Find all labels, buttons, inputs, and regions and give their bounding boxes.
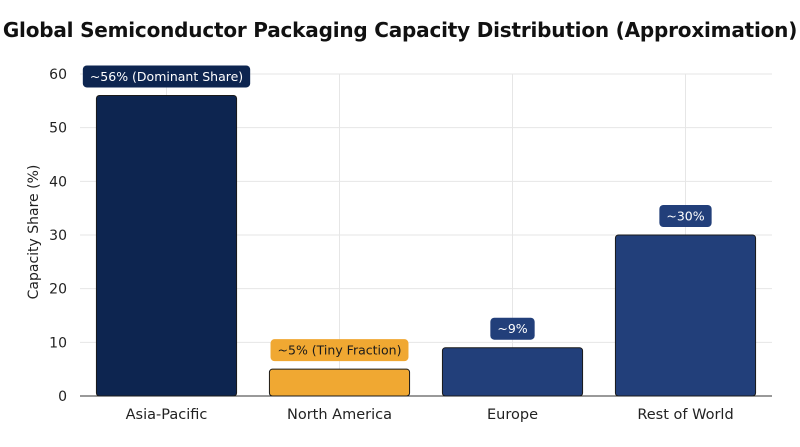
data-label-text: ~9% [497, 321, 527, 336]
data-label-text: ~30% [666, 209, 704, 224]
data-label-bg [659, 205, 712, 227]
data-label-bg [82, 65, 251, 88]
chart-title: Global Semiconductor Packaging Capacity … [2, 18, 798, 42]
bars [95, 94, 757, 397]
y-tick-label: 30 [49, 228, 67, 244]
data-label: ~5% (Tiny Fraction) [270, 339, 409, 362]
bar [95, 94, 238, 397]
data-labels: ~56% (Dominant Share) ~5% (Tiny Fraction)… [82, 65, 712, 362]
x-tick-label: Asia-Pacific [126, 407, 208, 423]
y-tick-label: 60 [49, 67, 67, 83]
y-tick-label: 10 [49, 335, 67, 351]
data-label: ~30% [659, 205, 712, 227]
bar [268, 368, 411, 397]
y-tick-label: 50 [49, 121, 67, 137]
y-tick-label: 20 [49, 282, 67, 298]
x-tick-label: Europe [487, 407, 538, 423]
data-label: ~56% (Dominant Share) [82, 65, 251, 88]
data-label-bg [270, 339, 409, 362]
bar [614, 234, 757, 397]
y-tick-label: 40 [49, 174, 67, 190]
data-label-bg [490, 317, 535, 340]
data-label-text: ~56% (Dominant Share) [90, 69, 243, 84]
x-tick-label: Rest of World [637, 407, 733, 423]
y-tick-label: 0 [58, 389, 67, 405]
data-label: ~9% [490, 317, 535, 340]
data-label-text: ~5% (Tiny Fraction) [278, 343, 402, 358]
y-axis-title: Capacity Share (%) [26, 165, 42, 300]
x-tick-label: North America [287, 407, 392, 423]
bar [441, 347, 584, 397]
